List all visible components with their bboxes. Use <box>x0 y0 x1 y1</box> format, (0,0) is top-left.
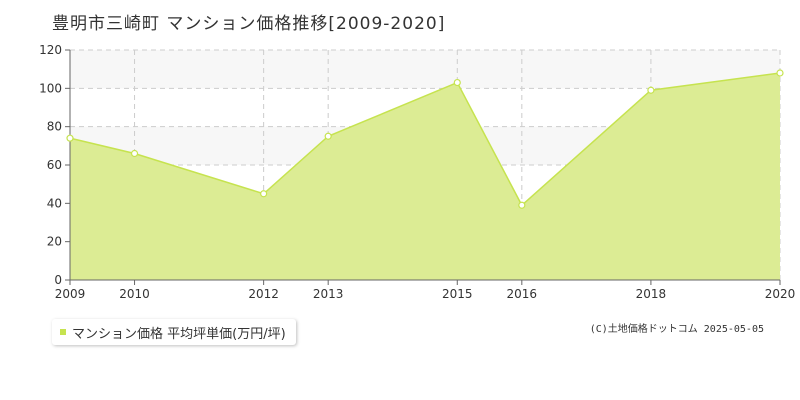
x-tick-label: 2015 <box>442 287 473 300</box>
x-tick-label: 2012 <box>248 287 279 300</box>
data-point-2013 <box>324 132 332 140</box>
y-tick-label: 20 <box>47 235 62 249</box>
legend: マンション価格 平均坪単価(万円/坪) <box>52 319 296 345</box>
data-point-2016 <box>518 201 526 209</box>
copyright: (C)土地価格ドットコム 2025-05-05 <box>589 324 764 335</box>
x-tick-label: 2009 <box>55 287 86 300</box>
series-line <box>69 72 781 207</box>
y-tick-label: 120 <box>39 43 62 57</box>
y-tick-label: 40 <box>47 196 62 210</box>
y-tick-label: 0 <box>54 273 62 287</box>
y-tick-label: 60 <box>47 158 62 172</box>
x-tick-label: 2020 <box>765 287 796 300</box>
legend-label: マンション価格 平均坪単価(万円/坪) <box>72 326 286 342</box>
x-tick-label: 2018 <box>636 287 667 300</box>
x-tick-label: 2013 <box>313 287 344 300</box>
plot-band <box>70 50 780 89</box>
data-point-2009 <box>66 134 74 142</box>
data-point-2020 <box>776 69 784 77</box>
y-tick-label: 100 <box>39 81 62 95</box>
area-chart: 0 20 40 60 80 100 120 2009 2010 2012 2013 2015 2016… <box>39 43 796 300</box>
data-point-2018 <box>647 86 655 94</box>
y-tick-label: 80 <box>47 120 62 134</box>
series-area <box>70 73 780 280</box>
legend-marker-icon <box>60 329 66 335</box>
x-tick-label: 2010 <box>119 287 150 300</box>
data-point-2015 <box>453 78 461 87</box>
chart-title: 豊明市三崎町 マンション価格推移[2009-2020] <box>52 14 446 34</box>
data-point-2012 <box>260 190 268 198</box>
data-point-2010 <box>130 149 139 158</box>
x-tick-label: 2016 <box>507 287 538 300</box>
